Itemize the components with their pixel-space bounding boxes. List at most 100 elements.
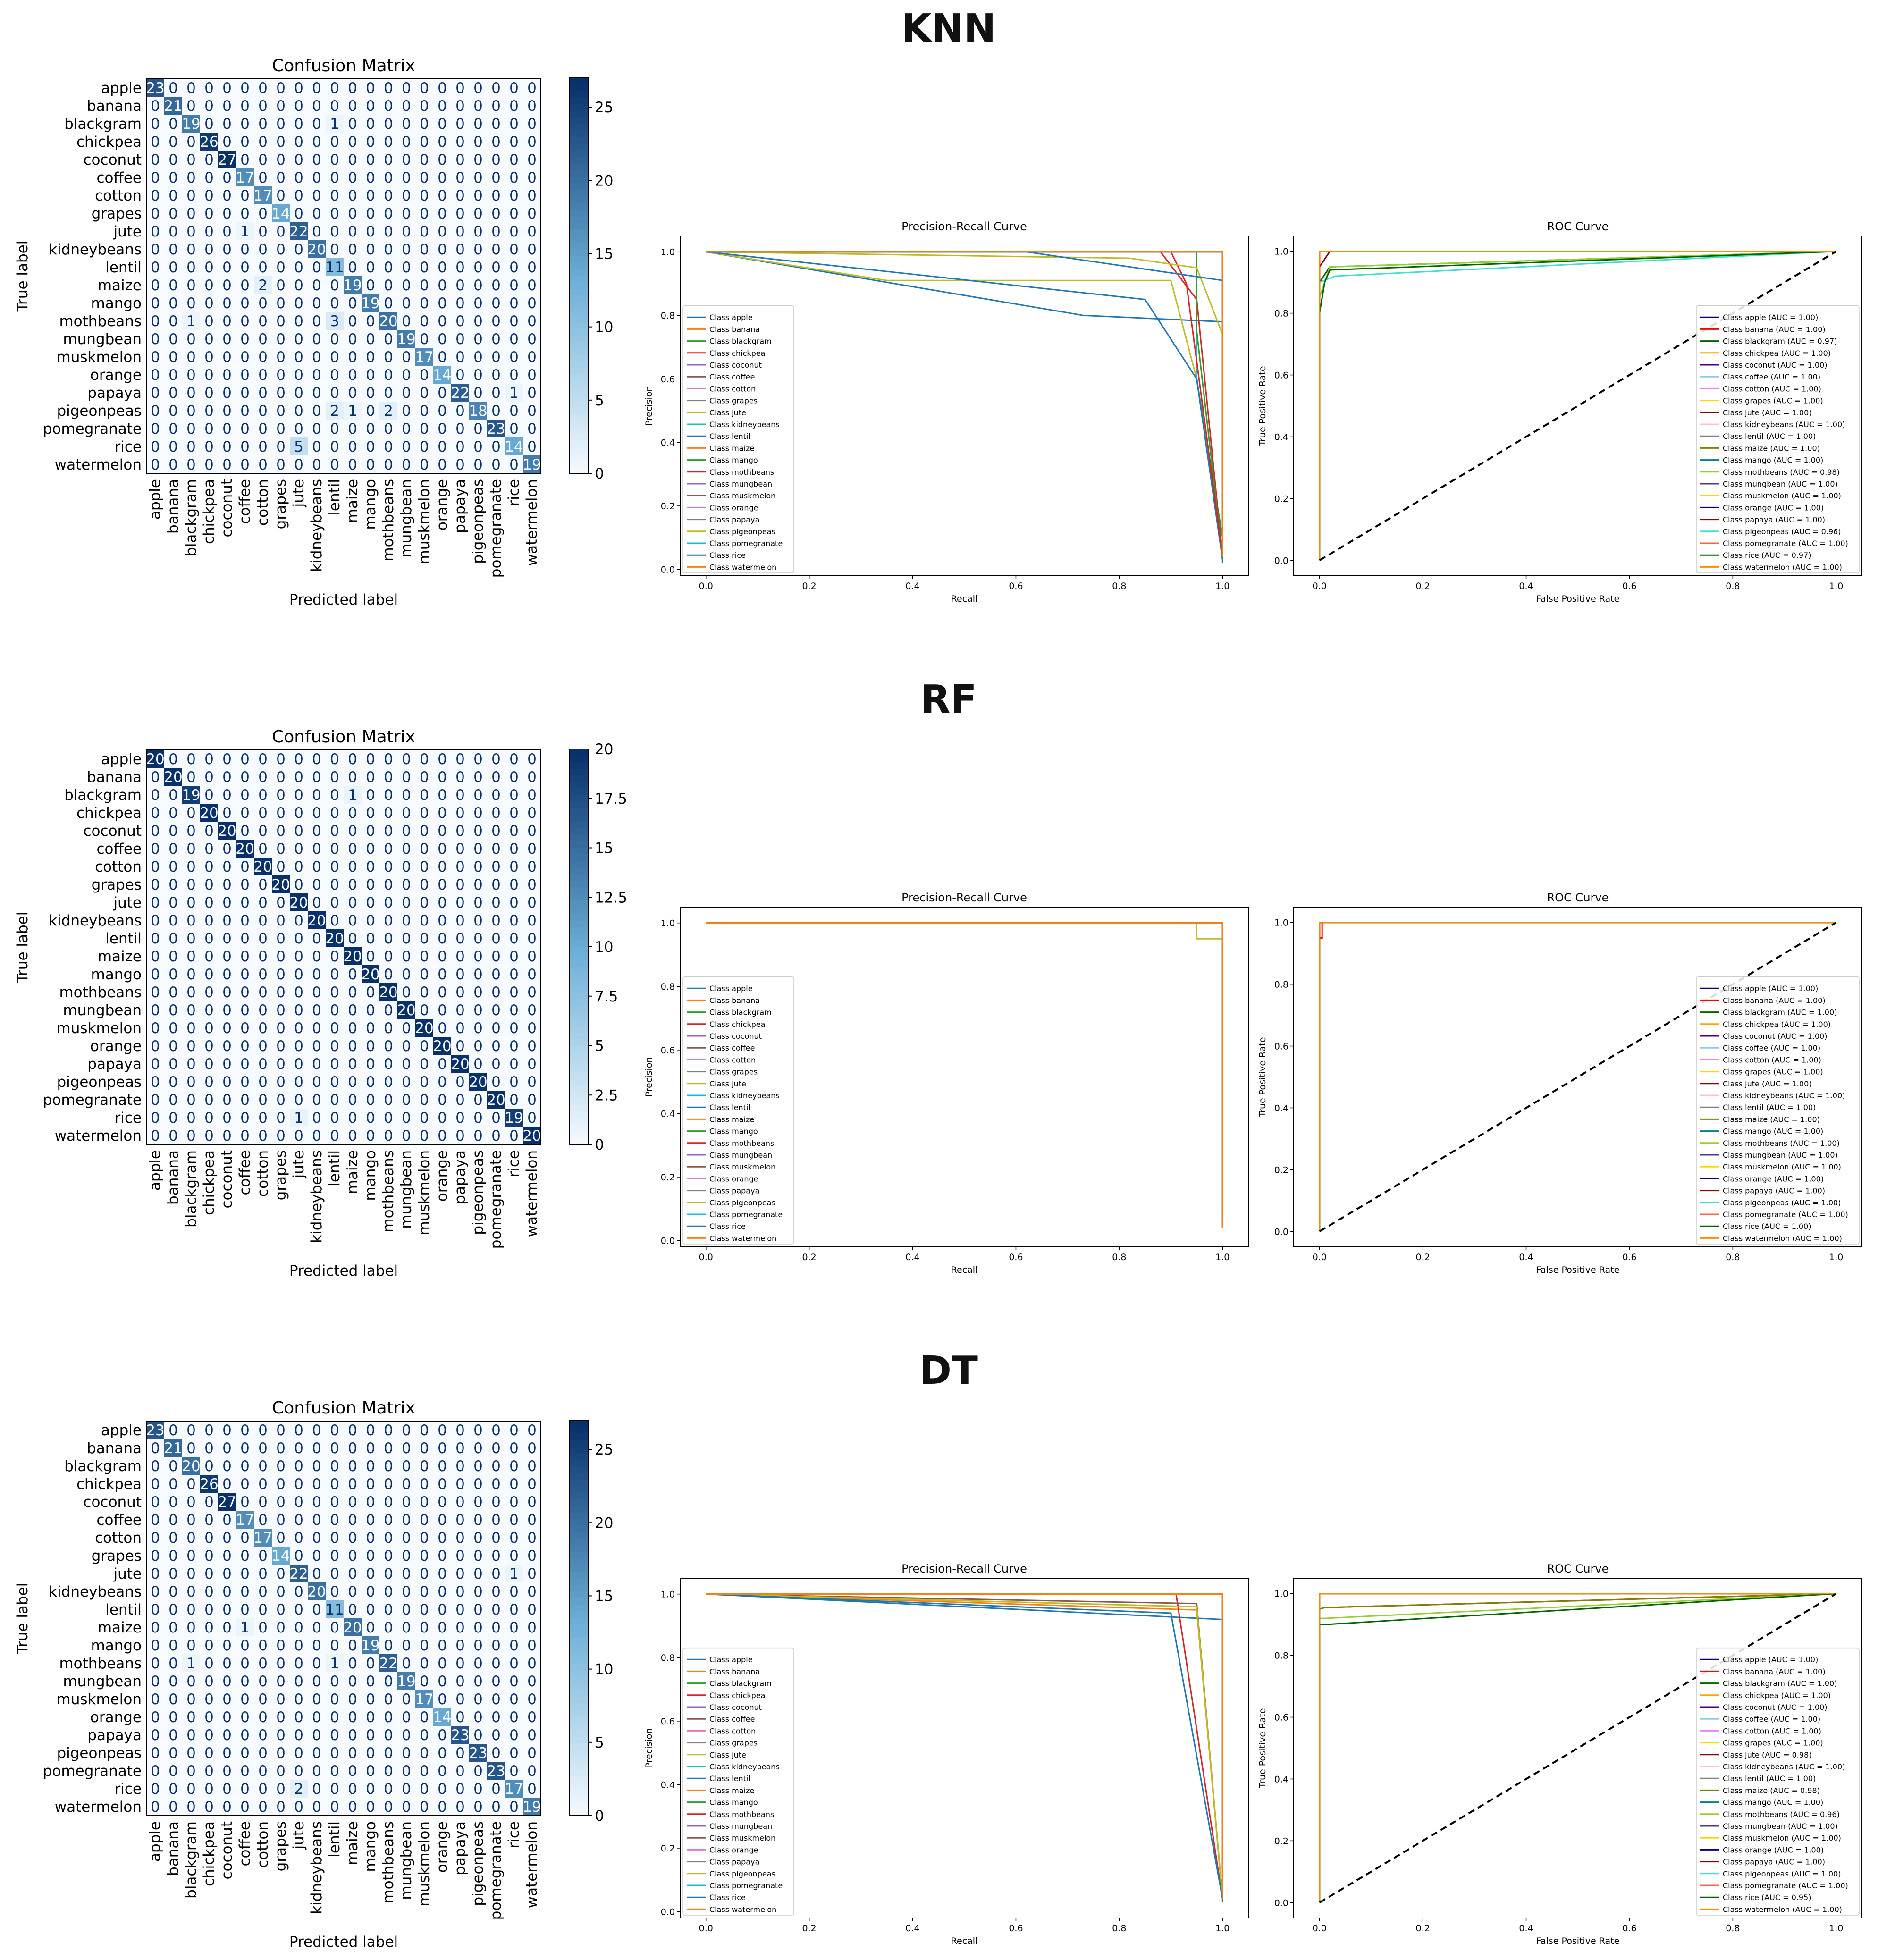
cm-value: 0 [151,1709,160,1726]
cm-value: 0 [509,858,519,875]
cm-value: 0 [402,1458,411,1475]
cm-row-label: mothbeans [59,1655,142,1672]
cm-value: 0 [527,876,537,893]
cm-value: 20 [379,984,397,1001]
cm-value: 0 [240,1781,250,1798]
cm-value: 0 [294,823,303,840]
cm-value: 0 [204,331,214,348]
cm-value: 0 [438,241,447,258]
cm-value: 0 [240,894,250,911]
cm-cell [164,97,182,115]
colorbar-band [569,1072,588,1079]
x-tick-label: 0.4 [905,581,919,591]
cm-value: 0 [204,1458,214,1475]
cm-value: 0 [348,349,357,366]
cm-value: 0 [491,1565,501,1582]
cm-value: 0 [168,116,178,133]
cm-value: 0 [455,134,465,151]
cm-value: 0 [384,349,393,366]
colorbar-band [569,1723,588,1731]
cm-value: 0 [168,421,178,437]
cm-value: 3 [330,313,339,330]
cm-value: 0 [402,841,411,858]
x-tick-label: 0.8 [1112,1252,1126,1262]
colorbar-band [569,1525,588,1533]
cm-value: 0 [348,1781,357,1798]
cm-value: 0 [258,1020,268,1037]
cm-value: 20 [343,948,362,965]
cm-value: 0 [348,1002,357,1019]
cm-value: 0 [366,1781,375,1798]
cm-value: 0 [491,169,501,186]
x-tick-label: 0.0 [1313,1923,1327,1934]
cm-value: 0 [509,1673,519,1690]
cm-value: 0 [491,805,501,822]
cm-value: 0 [294,331,303,348]
cm-cell [505,133,523,151]
cm-value: 0 [348,1038,357,1055]
cm-value: 0 [366,948,375,965]
cm-value: 0 [151,1494,160,1511]
cm-cell [164,115,182,133]
cm-value: 0 [384,1565,393,1582]
cm-cell [523,133,541,151]
cm-value: 0 [438,1127,447,1144]
colorbar-band [569,920,588,928]
colorbar-band [569,460,588,468]
cm-row-label: blackgram [64,787,142,804]
colorbar-tick-label: 0 [595,465,604,482]
cm-value: 0 [384,259,393,276]
cm-value: 0 [420,912,429,929]
y-tick-label: 0.2 [661,1172,675,1183]
cm-row-label: pomegranate [43,1092,142,1109]
cm-value: 0 [348,313,357,330]
cm-value: 0 [384,841,393,858]
cm-value: 0 [348,134,357,151]
cm-row-label: banana [87,769,142,786]
cm-cell [362,133,379,151]
legend-label: Class maize [709,444,754,453]
cm-value: 0 [186,1565,196,1582]
cm-value: 0 [330,1127,339,1144]
cm-row-label: lentil [105,259,142,276]
legend-label: Class coconut [709,1032,762,1041]
cm-value: 0 [204,1494,214,1511]
cm-value: 0 [151,1565,160,1582]
cm-value: 0 [473,367,483,384]
cm-value: 0 [240,205,250,222]
x-tick-label: 0.4 [1519,1923,1533,1934]
cm-value: 0 [276,385,286,402]
cm-value: 1 [240,1619,250,1636]
cm-value: 0 [240,1727,250,1744]
cm-value: 0 [384,858,393,875]
cm-xlabel: Predicted label [289,1262,398,1279]
cm-value: 0 [473,894,483,911]
cm-value: 0 [168,787,178,804]
cm-value: 0 [384,787,393,804]
legend-label: Class maize (AUC = 1.00) [1723,1115,1820,1124]
cm-value: 0 [276,116,286,133]
cm-cell [433,115,451,133]
cm-value: 0 [222,1020,232,1037]
cm-value: 0 [455,912,465,929]
colorbar-band [569,934,588,941]
cm-value: 0 [168,1619,178,1636]
colorbar-band [569,262,588,270]
cm-value: 0 [366,80,375,97]
colorbar-band [569,1624,588,1632]
cm-value: 0 [204,241,214,258]
colorbar-band [569,348,588,355]
cm-value: 0 [402,1092,411,1109]
cm-row-label: cotton [95,1530,142,1547]
cm-value: 0 [330,241,339,258]
cm-value: 0 [509,1038,519,1055]
plot-title: Precision-Recall Curve [901,1562,1027,1575]
colorbar-band [569,1743,588,1750]
cm-value: 0 [348,1583,357,1600]
cm-value: 0 [204,349,214,366]
cm-value: 0 [240,858,250,875]
cm-value: 0 [473,1781,483,1798]
cm-value: 0 [330,1709,339,1726]
cm-value: 0 [384,1476,393,1493]
cm-cell [505,186,523,204]
